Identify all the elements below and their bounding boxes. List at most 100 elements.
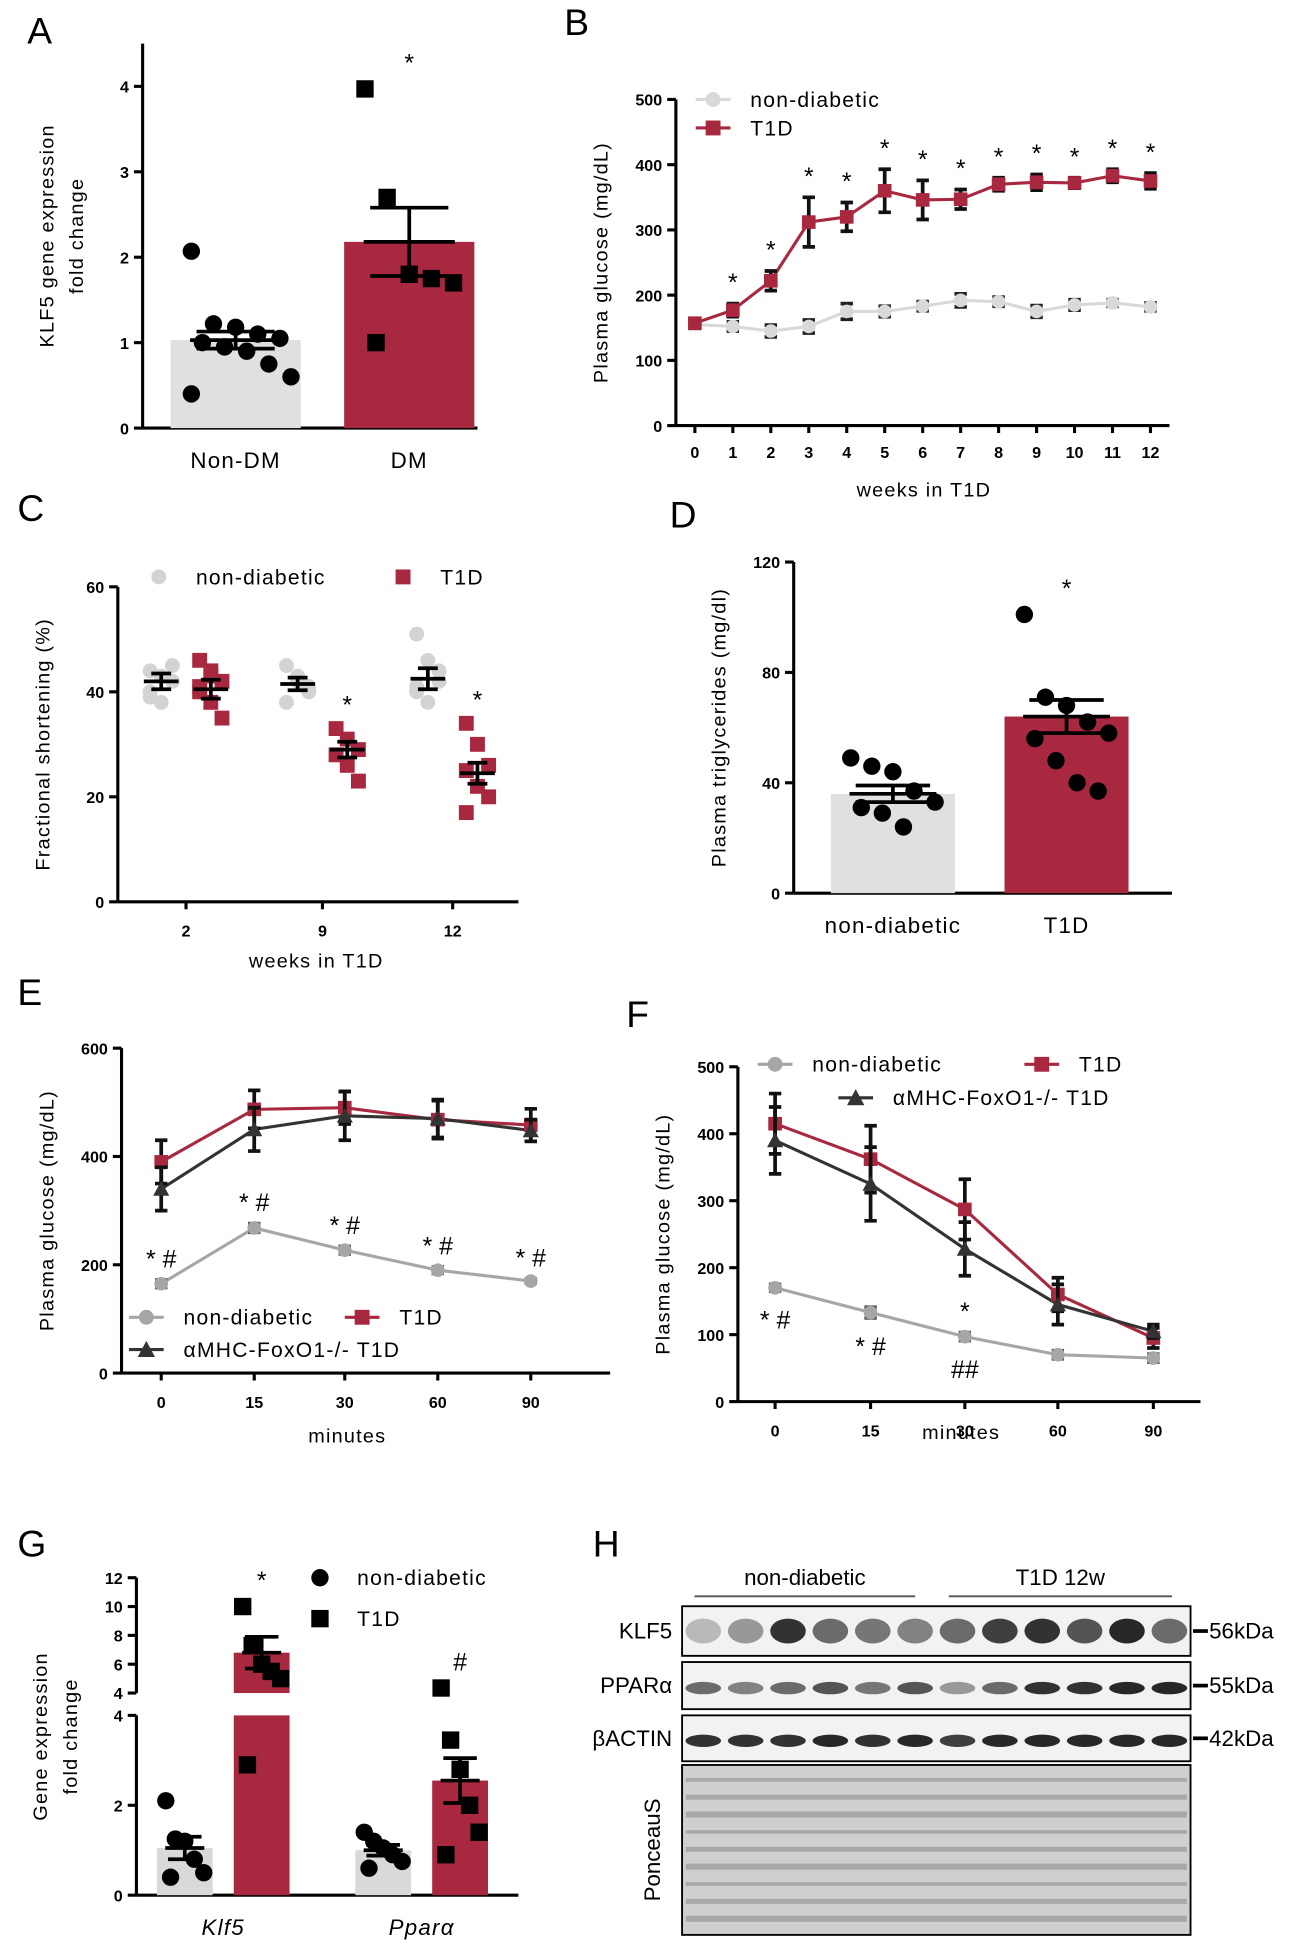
y-tick-label: 500	[697, 1059, 724, 1077]
y-tick-label: 0	[114, 1887, 123, 1905]
legend-label: αMHC-FoxO1-/- T1D	[893, 1087, 1110, 1110]
data-point	[215, 338, 234, 356]
annotation: *	[842, 169, 852, 196]
y-tick-label: 400	[697, 1126, 724, 1144]
x-tick-label: 0	[690, 444, 699, 462]
data-point	[1105, 168, 1120, 183]
data-point	[688, 316, 702, 331]
y-tick-label: 40	[86, 684, 104, 702]
y-axis-label: Plasma triglycerides (mg/dl)	[708, 588, 730, 867]
band	[939, 1618, 976, 1644]
y-tick-label: 120	[753, 554, 780, 572]
data-point	[1067, 298, 1082, 312]
annotation: * #	[239, 1190, 270, 1217]
row-label: KLF5	[619, 1618, 672, 1643]
data-point	[915, 299, 930, 314]
x-tick-label: 10	[1066, 444, 1084, 462]
data-point	[154, 1155, 169, 1169]
y-axis-label: Gene expression	[30, 1652, 52, 1821]
y-tick-label: 60	[86, 579, 104, 597]
data-point	[161, 1868, 180, 1886]
annotation: * #	[760, 1307, 791, 1334]
annotation: *	[1032, 141, 1042, 168]
legend-marker	[1034, 1056, 1050, 1072]
data-point	[801, 319, 816, 334]
panel-letter: H	[593, 1523, 620, 1565]
x-tick-label: DM	[391, 448, 428, 473]
data-point	[350, 773, 366, 789]
band	[1066, 1734, 1103, 1747]
x-tick-label: 15	[862, 1422, 880, 1440]
band	[1066, 1618, 1103, 1644]
y-tick-label: 10	[105, 1599, 123, 1617]
data-point	[431, 673, 447, 689]
data-point	[481, 789, 497, 805]
x-tick-label: 5	[880, 444, 889, 462]
data-point	[243, 1636, 261, 1655]
data-point	[905, 782, 923, 800]
y-axis-label: KLF5 gene expression	[36, 124, 58, 347]
group-label: non-diabetic	[744, 1565, 866, 1590]
error-bar	[151, 671, 172, 692]
data-point	[185, 1850, 203, 1868]
y-tick-label: 100	[635, 353, 662, 371]
band	[812, 1734, 849, 1747]
x-tick-label: 4	[842, 444, 851, 462]
band	[854, 1681, 891, 1695]
data-point	[451, 1760, 469, 1778]
x-axis-label: weeks in T1D	[856, 479, 992, 501]
annotation: * #	[330, 1213, 361, 1240]
data-point	[877, 183, 892, 198]
x-tick-label: 30	[956, 1422, 974, 1440]
annotation: *	[342, 693, 352, 720]
data-point	[337, 1243, 352, 1257]
x-tick-label: 30	[336, 1394, 354, 1412]
y-tick-label: 200	[81, 1257, 108, 1275]
data-point	[1057, 696, 1076, 715]
bar	[1004, 716, 1129, 894]
annotation: * #	[855, 1334, 886, 1361]
data-point	[458, 805, 474, 821]
data-point	[873, 804, 892, 822]
data-point	[958, 1329, 972, 1344]
data-point	[1100, 724, 1118, 742]
band	[770, 1734, 806, 1747]
data-point	[444, 274, 463, 292]
annotation: *	[804, 164, 814, 191]
data-point	[164, 658, 180, 674]
data-point	[1036, 688, 1055, 706]
band	[727, 1734, 764, 1747]
data-point	[460, 1796, 479, 1814]
band	[939, 1681, 976, 1695]
x-tick-label: 9	[318, 923, 327, 941]
panel-letter: F	[626, 993, 649, 1035]
data-point	[282, 368, 300, 386]
data-point	[279, 694, 294, 710]
data-point	[157, 1792, 175, 1810]
x-tick-label: 90	[522, 1394, 540, 1412]
band	[1151, 1681, 1188, 1695]
annotation: *	[918, 147, 928, 174]
data-point	[956, 1240, 973, 1256]
band	[897, 1734, 933, 1747]
band	[1024, 1734, 1061, 1747]
annotation: *	[956, 156, 966, 183]
legend-marker	[847, 1089, 865, 1106]
legend-label: non-diabetic	[812, 1054, 942, 1077]
legend-marker	[151, 569, 167, 585]
annotation: *	[1070, 144, 1080, 171]
annotation: *	[766, 238, 776, 265]
panel-letter: D	[670, 493, 697, 535]
data-point	[153, 694, 169, 710]
annotation: ##	[951, 1357, 979, 1384]
data-point	[409, 626, 425, 642]
data-point	[958, 1202, 972, 1217]
y-axis-label: Plasma glucose (mg/dL)	[653, 1114, 675, 1355]
data-point	[1143, 300, 1158, 314]
x-tick-label: 12	[444, 923, 462, 941]
band	[854, 1734, 891, 1747]
legend-label: T1D	[440, 566, 484, 589]
data-point	[238, 342, 256, 360]
data-point	[1143, 174, 1158, 188]
panel-letter: E	[17, 971, 42, 1013]
